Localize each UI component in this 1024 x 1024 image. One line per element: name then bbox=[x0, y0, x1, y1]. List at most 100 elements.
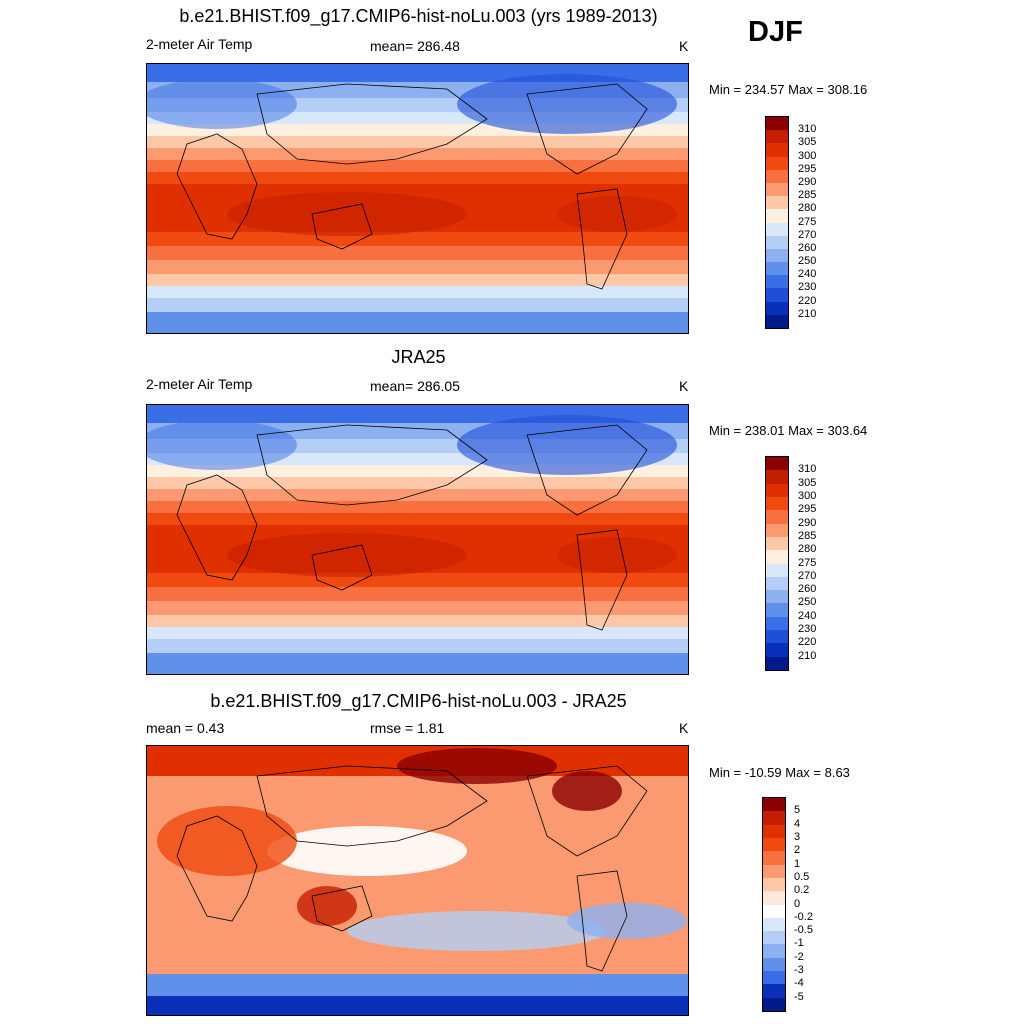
colorbar-tick-label: 260 bbox=[798, 583, 817, 596]
colorbar-swatch bbox=[763, 944, 785, 958]
colorbar-tick-label: 2 bbox=[794, 844, 801, 857]
colorbar-swatch bbox=[766, 576, 788, 591]
colorbar-swatch bbox=[763, 997, 785, 1011]
units-label: K bbox=[679, 378, 689, 394]
colorbar-swatch bbox=[763, 864, 785, 878]
colorbar-tick-label: 285 bbox=[798, 189, 817, 202]
colorbar bbox=[762, 797, 786, 1012]
colorbar-tick-label: 250 bbox=[798, 596, 817, 609]
colorbar-swatch bbox=[763, 824, 785, 838]
colorbar-tick-label: 220 bbox=[798, 294, 817, 307]
colorbar-tick-label: 230 bbox=[798, 623, 817, 636]
colorbar-tick-label: 275 bbox=[798, 215, 817, 228]
units-label: K bbox=[679, 38, 689, 54]
colorbar-swatch bbox=[766, 169, 788, 183]
variable-label: 2-meter Air Temp bbox=[146, 376, 253, 392]
colorbar-swatch bbox=[766, 262, 788, 276]
units-label: K bbox=[679, 720, 689, 736]
colorbar-tick-label: 270 bbox=[798, 228, 817, 241]
colorbar-swatch bbox=[763, 904, 785, 918]
colorbar-tick-label: 1 bbox=[794, 857, 801, 870]
colorbar bbox=[765, 456, 789, 671]
colorbar-tick-label: 220 bbox=[798, 636, 817, 649]
panel-title: b.e21.BHIST.f09_g17.CMIP6-hist-noLu.003 … bbox=[210, 691, 627, 711]
colorbar-swatch bbox=[766, 222, 788, 236]
mean-label: mean= 286.05 bbox=[370, 378, 460, 394]
rmse-label: rmse = 1.81 bbox=[370, 720, 445, 736]
colorbar-swatch bbox=[766, 182, 788, 197]
colorbar-swatch bbox=[763, 837, 785, 852]
colorbar-tick-label: 280 bbox=[798, 202, 817, 215]
colorbar-swatch bbox=[766, 235, 788, 249]
colorbar-tick-label: 4 bbox=[794, 817, 801, 830]
colorbar-swatch bbox=[763, 917, 785, 932]
colorbar-swatch bbox=[766, 156, 788, 170]
colorbar-swatch bbox=[766, 288, 788, 302]
colorbar-tick-label: 290 bbox=[798, 175, 817, 188]
colorbar-tick-label: -2 bbox=[794, 950, 804, 963]
colorbar-labels: 5 4 3 2 1 0.5 0.2 0 -0.2 -0.5 -1 -2 -3 -4 -5 bbox=[794, 797, 834, 1012]
colorbar-tick-label: 305 bbox=[798, 476, 817, 489]
colorbar-swatch bbox=[766, 656, 788, 670]
colorbar-tick-label: 3 bbox=[794, 830, 801, 843]
temperature-map bbox=[146, 63, 689, 334]
colorbar-swatch bbox=[766, 314, 788, 328]
colorbar-swatch bbox=[766, 196, 788, 210]
colorbar-swatch bbox=[766, 536, 788, 551]
colorbar-swatch bbox=[763, 957, 785, 972]
season-label: DJF bbox=[748, 16, 803, 48]
colorbar-tick-label: 305 bbox=[798, 136, 817, 149]
colorbar-swatch bbox=[763, 851, 785, 865]
colorbar-swatch bbox=[763, 877, 785, 892]
colorbar-swatch bbox=[766, 603, 788, 617]
colorbar-swatch bbox=[766, 470, 788, 484]
colorbar-tick-label: 275 bbox=[798, 556, 817, 569]
colorbar-swatch bbox=[766, 643, 788, 657]
colorbar-tick-label: 0.2 bbox=[794, 884, 810, 897]
colorbar-swatch bbox=[763, 798, 785, 812]
colorbar-swatch bbox=[766, 457, 788, 471]
colorbar-swatch bbox=[766, 496, 788, 511]
colorbar-swatch bbox=[766, 301, 788, 315]
colorbar-tick-label: 310 bbox=[798, 463, 817, 476]
colorbar-swatch bbox=[766, 630, 788, 644]
colorbar-swatch bbox=[766, 590, 788, 604]
colorbar-swatch bbox=[766, 209, 788, 223]
colorbar-tick-label: -4 bbox=[794, 977, 804, 990]
colorbar-tick-label: 280 bbox=[798, 543, 817, 556]
colorbar-swatch bbox=[766, 523, 788, 537]
colorbar-swatch bbox=[766, 616, 788, 631]
colorbar-swatch bbox=[766, 143, 788, 157]
colorbar-tick-label: 210 bbox=[798, 307, 817, 320]
colorbar-tick-label: 310 bbox=[798, 123, 817, 136]
colorbar-swatch bbox=[766, 483, 788, 497]
panel-title: b.e21.BHIST.f09_g17.CMIP6-hist-noLu.003 … bbox=[179, 6, 658, 26]
colorbar-tick-label: 295 bbox=[798, 162, 817, 175]
colorbar-tick-label: 285 bbox=[798, 529, 817, 542]
colorbar-tick-label: -0.2 bbox=[794, 910, 813, 923]
minmax-label: Min = -10.59 Max = 8.63 bbox=[709, 765, 850, 780]
colorbar-tick-label: 240 bbox=[798, 609, 817, 622]
variable-label: 2-meter Air Temp bbox=[146, 36, 253, 52]
colorbar-tick-label: 260 bbox=[798, 241, 817, 254]
colorbar-tick-label: 0.5 bbox=[794, 870, 810, 883]
colorbar-swatch bbox=[766, 550, 788, 564]
minmax-label: Min = 234.57 Max = 308.16 bbox=[709, 82, 868, 97]
colorbar-tick-label: -5 bbox=[794, 990, 804, 1003]
colorbar-swatch bbox=[763, 931, 785, 945]
colorbar-tick-label: 250 bbox=[798, 255, 817, 268]
colorbar-tick-label: 300 bbox=[798, 489, 817, 502]
colorbar-tick-label: 230 bbox=[798, 281, 817, 294]
colorbar-swatch bbox=[763, 984, 785, 998]
panel-title: JRA25 bbox=[391, 347, 446, 367]
mean-label: mean = 0.43 bbox=[146, 720, 225, 736]
colorbar-swatch bbox=[766, 510, 788, 524]
colorbar-swatch bbox=[766, 130, 788, 144]
colorbar-tick-label: -1 bbox=[794, 937, 804, 950]
colorbar-tick-label: 240 bbox=[798, 268, 817, 281]
colorbar-tick-label: 270 bbox=[798, 569, 817, 582]
colorbar-tick-label: 0 bbox=[794, 897, 801, 910]
colorbar-swatch bbox=[766, 275, 788, 289]
colorbar bbox=[765, 116, 789, 329]
colorbar-tick-label: -0.5 bbox=[794, 924, 813, 937]
